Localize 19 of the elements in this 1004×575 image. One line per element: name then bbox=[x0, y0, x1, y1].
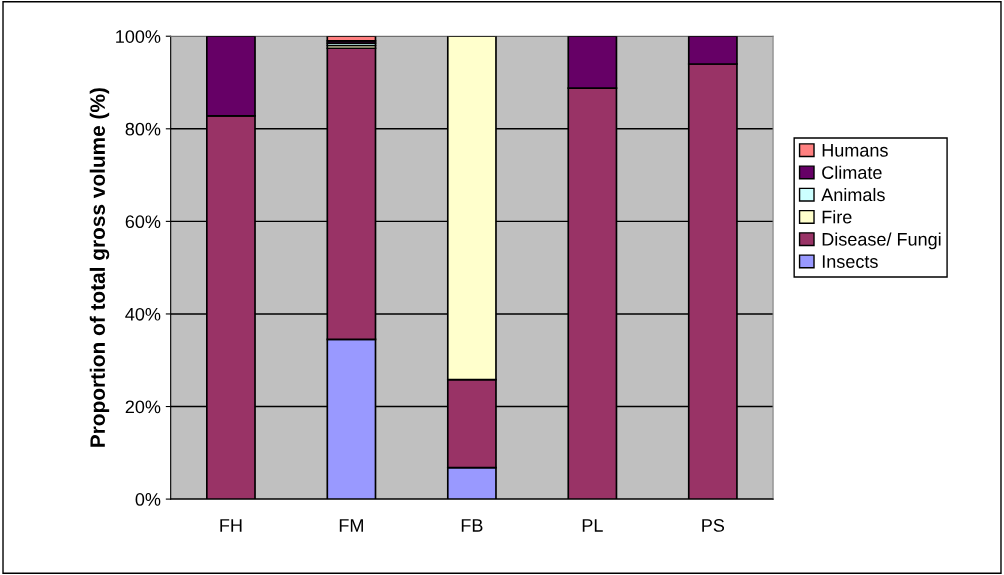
x-tick-label: FM bbox=[339, 519, 363, 532]
legend-label: Animals bbox=[821, 187, 885, 202]
y-tick-label: 0% bbox=[135, 493, 161, 506]
y-tick-label: 60% bbox=[125, 215, 161, 229]
x-tick-label: FB bbox=[461, 519, 483, 532]
x-tick-label: PL bbox=[582, 519, 603, 532]
legend-label: Fire bbox=[822, 210, 852, 224]
y-axis-title: Proportion of total gross volume (%) bbox=[89, 88, 110, 447]
y-tick-label: 80% bbox=[125, 122, 161, 136]
x-tick-label: PS bbox=[702, 519, 725, 532]
y-tick-label: 20% bbox=[125, 400, 161, 414]
legend-label: Humans bbox=[822, 144, 888, 157]
legend-label: Insects bbox=[822, 255, 878, 268]
y-tick-label: 100% bbox=[116, 30, 161, 43]
legend-label: Disease/ Fungi bbox=[822, 232, 941, 250]
y-tick-label: 40% bbox=[125, 307, 161, 321]
bar bbox=[326, 36, 377, 42]
x-tick-label: FH bbox=[220, 519, 242, 532]
legend-label: Climate bbox=[822, 165, 882, 179]
